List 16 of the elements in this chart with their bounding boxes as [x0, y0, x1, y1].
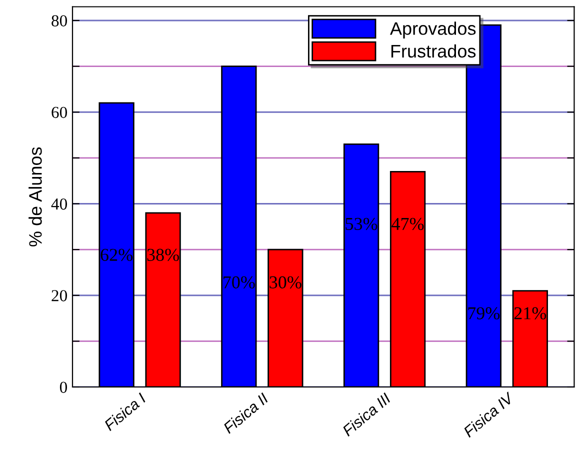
data-label: 21%: [514, 307, 546, 320]
y-tick-label: 80: [52, 15, 68, 26]
legend-label: Aprovados: [390, 22, 476, 38]
data-label: 79%: [468, 307, 500, 320]
data-label: 38%: [147, 248, 179, 262]
y-tick-label: 0: [60, 382, 68, 393]
data-label: 53%: [346, 218, 378, 230]
data-label: 62%: [100, 248, 132, 262]
data-label: 30%: [270, 276, 302, 288]
y-tick-label: 60: [52, 106, 68, 118]
y-tick-label: 20: [52, 290, 68, 302]
data-label: 47%: [392, 218, 424, 230]
y-tick-label: 40: [51, 198, 68, 210]
y-axis-title: % de Alunos: [28, 147, 42, 246]
legend-label: Frustrados: [391, 44, 476, 58]
data-label: 70%: [224, 276, 255, 288]
